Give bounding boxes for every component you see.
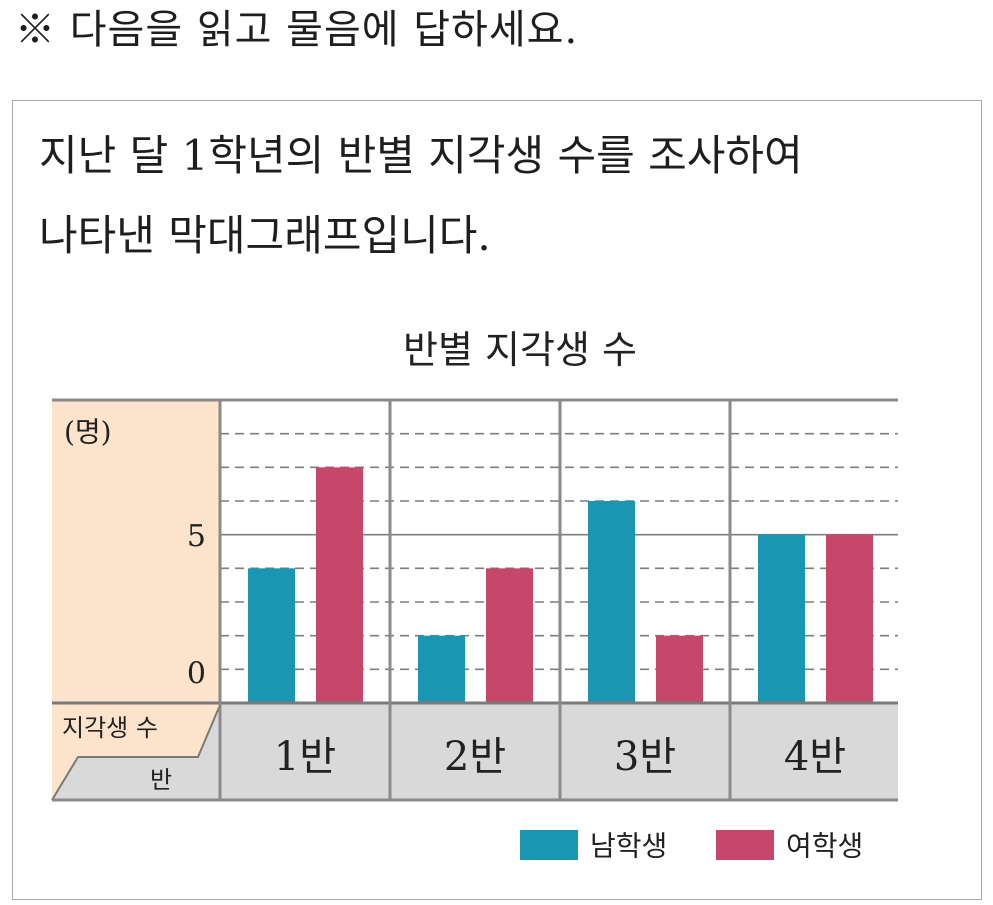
passage-line-2: 나타낸 막대그래프입니다. <box>39 211 491 260</box>
bar <box>316 467 363 703</box>
legend-label: 여학생 <box>786 830 863 863</box>
bar <box>758 534 805 703</box>
bar <box>588 501 635 703</box>
chart-title: 반별 지각생 수 <box>403 328 637 372</box>
category-label: 3반 <box>614 734 676 780</box>
legend-swatch <box>520 830 578 860</box>
corner-header-category-label: 반 <box>150 766 172 794</box>
corner-header-divider <box>51 704 221 801</box>
bars <box>248 467 873 703</box>
category-labels: 1반 2반 3반 4반 <box>274 734 846 780</box>
category-label: 2반 <box>444 734 506 780</box>
y-tick-labels: 05 <box>187 519 206 691</box>
bar <box>486 568 533 703</box>
y-axis-panel <box>52 400 220 703</box>
legend-swatch <box>716 830 774 860</box>
column-dividers <box>218 400 732 800</box>
legend-label: 남학생 <box>590 830 667 863</box>
legend: 남학생 여학생 <box>520 830 863 863</box>
bar <box>656 635 703 703</box>
bar <box>826 534 873 703</box>
category-label: 1반 <box>274 734 336 780</box>
bar <box>248 568 295 703</box>
category-label: 4반 <box>784 734 846 780</box>
bar <box>418 635 465 703</box>
instruction-text: ※ 다음을 읽고 물음에 답하세요. <box>15 7 579 53</box>
y-axis-unit-label: (명) <box>64 416 112 449</box>
corner-header-value-area <box>52 703 220 800</box>
corner-header-category-area <box>52 705 220 800</box>
y-tick-label: 0 <box>187 657 206 692</box>
corner-header-value-label: 지각생 수 <box>62 714 158 742</box>
passage-line-1: 지난 달 1학년의 반별 지각생 수를 조사하여 <box>39 131 803 180</box>
y-tick-label: 5 <box>187 519 206 554</box>
